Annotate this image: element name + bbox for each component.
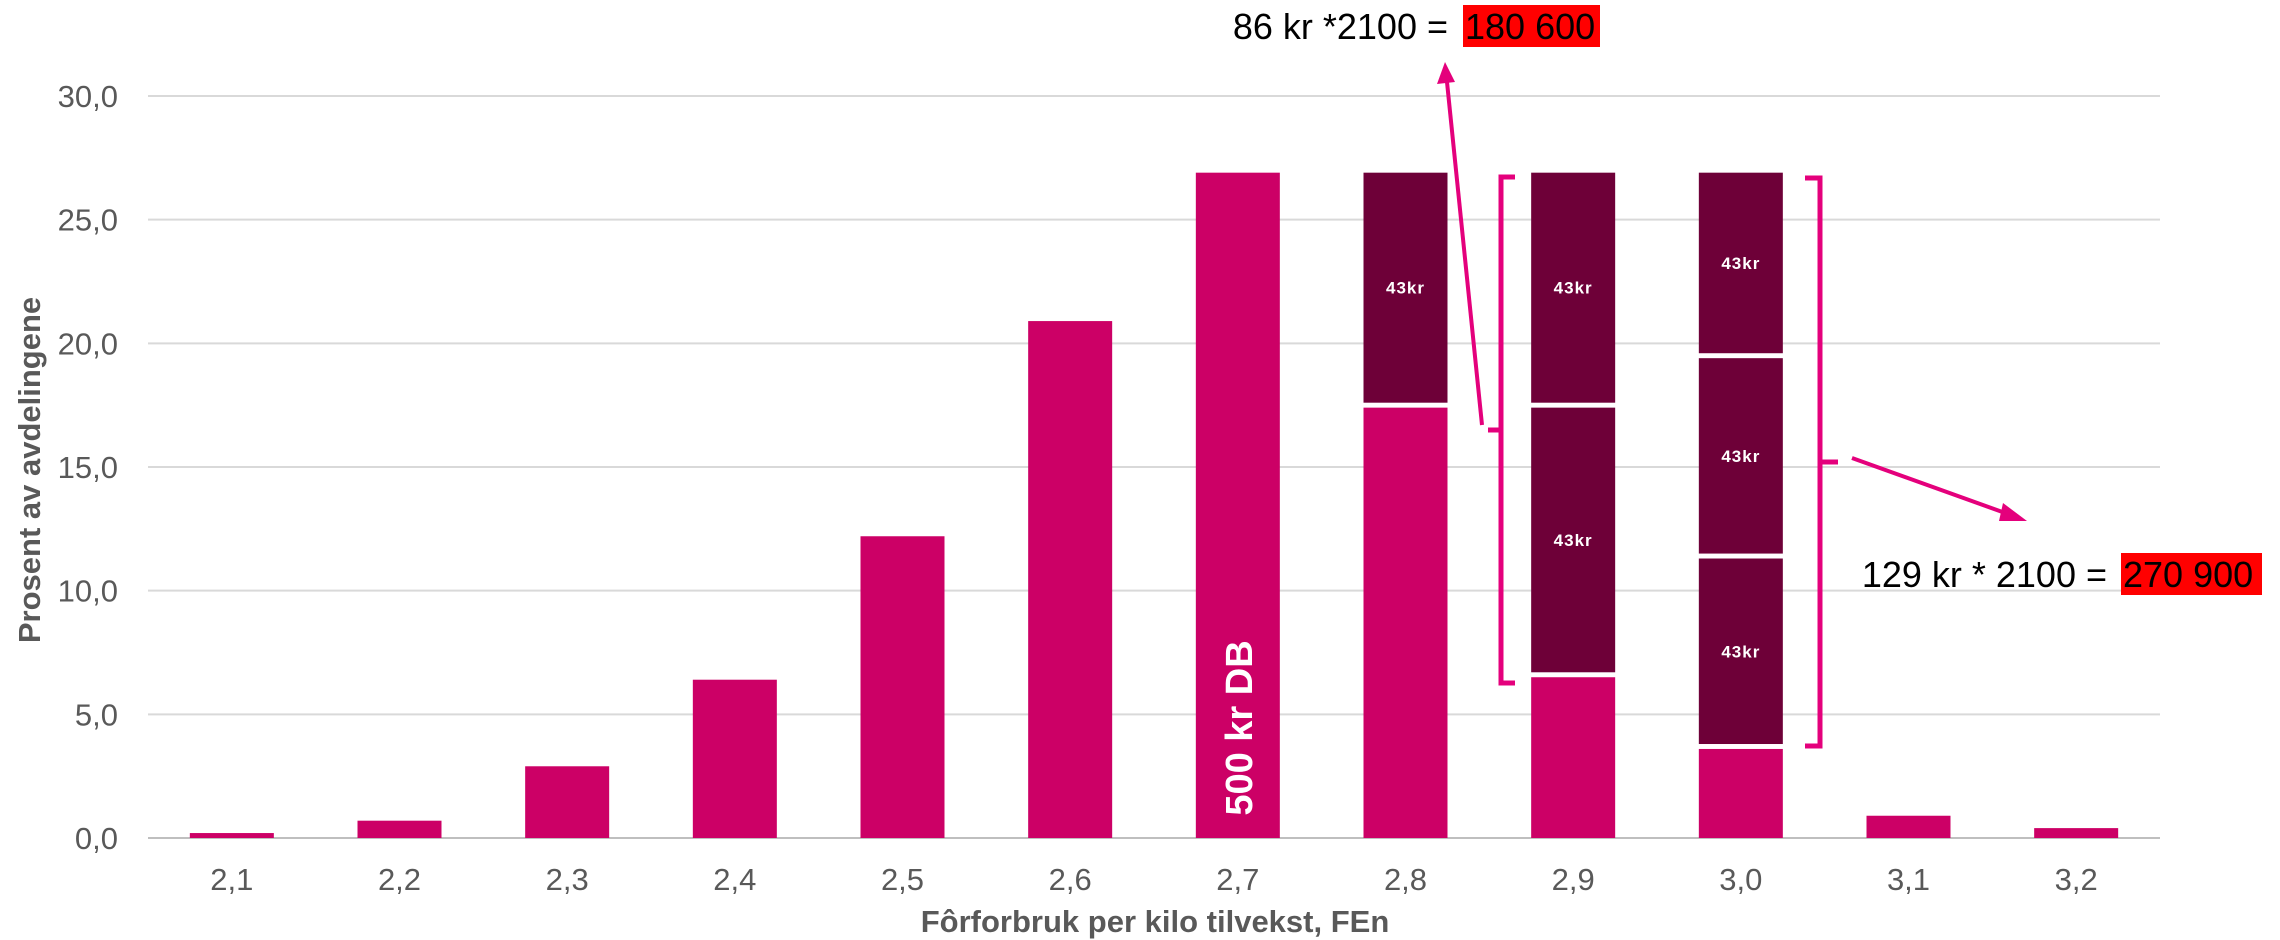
y-tick-label: 20,0	[58, 326, 118, 361]
x-tick-label: 2,5	[881, 862, 924, 897]
bars	[189, 172, 2119, 838]
gridlines	[148, 95, 2160, 839]
annotation-2-highlight-bg	[2121, 553, 2262, 595]
bar	[1195, 172, 1280, 838]
bar	[1531, 677, 1616, 838]
bar	[1698, 748, 1783, 838]
x-axis-ticks: 2,1 2,2 2,3 2,4 2,5 2,6 2,7 2,8 2,9 3,0 3,1 3,2	[210, 862, 2097, 897]
annotation-2-highlight: 270 900	[2123, 554, 2253, 595]
arrow-to-annotation-1	[1437, 62, 1484, 426]
bracket-left	[1488, 174, 1515, 686]
bar	[357, 820, 442, 838]
x-tick-label: 2,3	[546, 862, 589, 897]
y-axis-ticks: 0,0 5,0 10,0 15,0 20,0 25,0 30,0	[58, 79, 118, 856]
y-tick-label: 15,0	[58, 450, 118, 485]
annotation-1-highlight-bg	[1463, 5, 1600, 47]
bar	[860, 536, 945, 838]
segment-label: 43kr	[1721, 254, 1760, 273]
x-tick-label: 2,2	[378, 862, 421, 897]
x-tick-label: 3,0	[1719, 862, 1762, 897]
bar	[1866, 815, 1951, 838]
stacked-segment	[1531, 407, 1616, 673]
bar	[692, 679, 777, 838]
x-tick-label: 2,7	[1216, 862, 1259, 897]
bar	[1363, 407, 1448, 838]
stacked-segment	[1698, 172, 1783, 354]
y-tick-label: 5,0	[75, 697, 118, 732]
stacked-segment	[1531, 172, 1616, 403]
y-tick-label: 10,0	[58, 574, 118, 609]
segment-label: 43kr	[1554, 531, 1593, 550]
annotation-1-highlight: 180 600	[1465, 6, 1595, 47]
x-tick-label: 2,4	[713, 862, 756, 897]
arrow-to-annotation-2	[1851, 456, 2027, 521]
y-tick-label: 0,0	[75, 821, 118, 856]
bar-text-label: 500 kr DB	[1219, 640, 1261, 815]
x-tick-label: 2,8	[1384, 862, 1427, 897]
bar	[2034, 828, 2119, 838]
stacked-segment	[1698, 558, 1783, 745]
x-tick-label: 3,2	[2055, 862, 2098, 897]
bracket-right	[1805, 175, 1838, 749]
y-tick-label: 25,0	[58, 203, 118, 238]
stacked-segment	[1363, 172, 1448, 403]
segment-label: 43kr	[1386, 279, 1425, 298]
bar	[1028, 321, 1113, 838]
x-tick-label: 2,9	[1552, 862, 1595, 897]
y-tick-label: 30,0	[58, 79, 118, 114]
stacked-segment	[1698, 358, 1783, 554]
y-axis-title: Prosent av avdelingene	[12, 297, 47, 643]
bar	[189, 833, 274, 838]
segment-label: 43kr	[1721, 642, 1760, 661]
annotation-2-text: 129 kr * 2100 =	[1862, 554, 2117, 595]
x-tick-label: 2,1	[210, 862, 253, 897]
annotation-1-text: 86 kr *2100 =	[1233, 6, 1458, 47]
bar	[525, 766, 610, 838]
segment-label: 43kr	[1721, 447, 1760, 466]
x-tick-label: 2,6	[1049, 862, 1092, 897]
segment-label: 43kr	[1554, 279, 1593, 298]
x-tick-label: 3,1	[1887, 862, 1930, 897]
stacked-segments: 43kr 43kr 43kr 43kr 43kr 43kr 500 kr DB	[1219, 172, 1783, 816]
x-axis-title: Fôrforbruk per kilo tilvekst, FEn	[921, 904, 1390, 939]
